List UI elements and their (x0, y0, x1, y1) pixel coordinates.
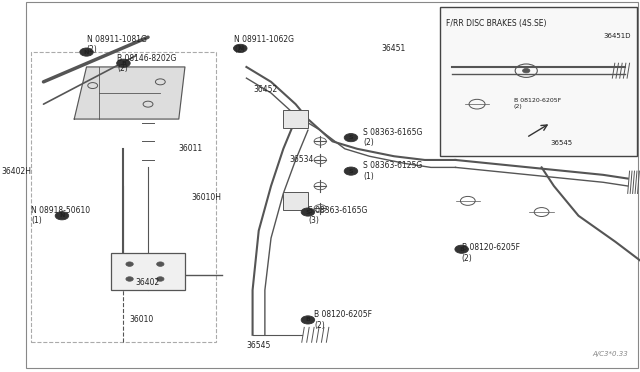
Circle shape (126, 277, 133, 281)
Text: B: B (460, 247, 464, 252)
Text: B: B (305, 317, 310, 323)
Text: B 08120-6205F
(2): B 08120-6205F (2) (514, 98, 561, 109)
Text: N: N (237, 46, 243, 51)
FancyBboxPatch shape (284, 110, 308, 128)
Text: B: B (121, 61, 126, 66)
Text: 36010H: 36010H (191, 193, 221, 202)
Text: 36011: 36011 (179, 144, 203, 153)
Circle shape (116, 59, 130, 67)
Text: S 08363-6165G
(3): S 08363-6165G (3) (308, 206, 367, 225)
Text: N 08918-50610
(1): N 08918-50610 (1) (31, 206, 90, 225)
Text: S: S (349, 135, 353, 140)
Circle shape (522, 68, 530, 73)
Circle shape (301, 208, 315, 216)
Circle shape (157, 277, 164, 281)
Text: F/RR DISC BRAKES (4S.SE): F/RR DISC BRAKES (4S.SE) (446, 19, 547, 28)
Text: N: N (84, 49, 89, 55)
Text: 36402H: 36402H (1, 167, 31, 176)
Circle shape (80, 48, 93, 56)
Text: N 08911-1062G
(2): N 08911-1062G (2) (234, 35, 294, 54)
Circle shape (455, 245, 468, 253)
FancyBboxPatch shape (440, 7, 637, 156)
Text: 36545: 36545 (551, 140, 573, 146)
Circle shape (126, 262, 133, 266)
Text: B 08146-8202G
(2): B 08146-8202G (2) (117, 54, 177, 73)
Text: A/C3*0.33: A/C3*0.33 (592, 351, 628, 357)
FancyBboxPatch shape (284, 192, 308, 210)
Text: B 08120-6205F
(2): B 08120-6205F (2) (461, 243, 520, 263)
Text: S 08363-6165G
(2): S 08363-6165G (2) (364, 128, 422, 147)
Text: 36010: 36010 (129, 315, 154, 324)
Text: 36451: 36451 (381, 44, 406, 53)
Text: B 08120-6205F
(2): B 08120-6205F (2) (314, 310, 372, 330)
Text: 36451D: 36451D (604, 33, 631, 39)
Text: S: S (349, 169, 353, 174)
Text: 36545: 36545 (246, 341, 271, 350)
Circle shape (344, 167, 358, 175)
Circle shape (234, 44, 247, 52)
Text: 36402: 36402 (136, 278, 160, 287)
FancyBboxPatch shape (111, 253, 185, 290)
Text: N: N (60, 213, 65, 218)
Text: S: S (306, 209, 310, 215)
Text: 36534: 36534 (290, 155, 314, 164)
Circle shape (344, 134, 358, 142)
Circle shape (55, 212, 68, 220)
Text: N 08911-1081G
(2): N 08911-1081G (2) (86, 35, 147, 54)
Circle shape (301, 316, 315, 324)
Text: 36452: 36452 (253, 85, 277, 94)
Text: S 08363-6125G
(1): S 08363-6125G (1) (364, 161, 422, 181)
Circle shape (157, 262, 164, 266)
Polygon shape (74, 67, 185, 119)
